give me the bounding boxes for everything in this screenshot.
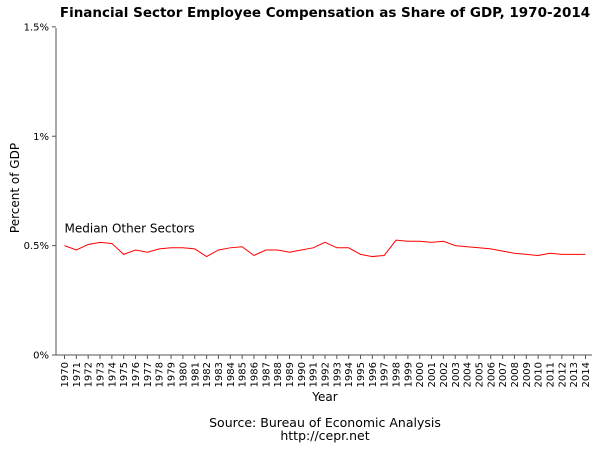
x-tick-label: 1985	[238, 362, 249, 387]
x-tick-label: 1999	[403, 362, 414, 387]
x-tick-label: 1995	[356, 362, 367, 387]
x-tick-label: 1970	[60, 362, 71, 387]
series-line	[64, 239, 586, 258]
x-tick-label: 1984	[226, 362, 237, 387]
x-tick-label: 2013	[569, 362, 580, 387]
x-tick-label: 1971	[72, 362, 83, 387]
y-tick-label: 0%	[33, 351, 49, 362]
x-tick-label: 1988	[273, 362, 284, 387]
x-tick-label: 1987	[261, 362, 272, 387]
source-url: http://cepr.net	[280, 428, 369, 443]
x-tick-label: 2002	[439, 362, 450, 387]
x-tick-label: 1974	[107, 362, 118, 387]
y-tick-label: 0.5%	[24, 241, 49, 252]
x-axis-label: Year	[311, 390, 337, 404]
x-tick-label: 1992	[321, 362, 332, 387]
x-tick-label: 2004	[463, 362, 474, 387]
x-tick-label: 2008	[510, 362, 521, 387]
annotation-label: Median Other Sectors	[65, 222, 195, 236]
x-tick-label: 2000	[415, 362, 426, 387]
x-tick-label: 1994	[344, 362, 355, 387]
chart-title: Financial Sector Employee Compensation a…	[60, 5, 590, 21]
x-tick-label: 1976	[131, 362, 142, 387]
x-tick-label: 1991	[309, 362, 320, 387]
x-tick-label: 2009	[522, 362, 533, 387]
x-tick-label: 1981	[190, 362, 201, 387]
y-axis-label: Percent of GDP	[8, 143, 22, 233]
x-tick-label: 1978	[155, 362, 166, 387]
x-tick-label: 2010	[534, 362, 545, 387]
x-tick-label: 2003	[451, 362, 462, 387]
x-tick-label: 1998	[392, 362, 403, 387]
source-note: Source: Bureau of Economic Analysis	[209, 415, 441, 430]
x-tick-label: 1989	[285, 362, 296, 387]
x-tick-label: 1997	[380, 362, 391, 387]
x-tick-label: 1972	[84, 362, 95, 387]
x-tick-label: 1986	[249, 362, 260, 387]
x-tick-label: 2014	[581, 362, 592, 387]
x-tick-label: 2006	[486, 362, 497, 387]
x-tick-label: 1973	[96, 362, 107, 387]
x-tick-label: 1990	[297, 362, 308, 387]
y-tick-label: 1%	[33, 132, 49, 143]
plot-area: 0% 0.5% 1% 1.5% 1970 1971 1972 1973 1974 1975 1976…	[24, 22, 592, 387]
x-tick-label: 1983	[214, 362, 225, 387]
x-tick-label: 1980	[178, 362, 189, 387]
x-tick-label: 2007	[498, 362, 509, 387]
x-tick-label: 1982	[202, 362, 213, 387]
x-tick-label: 2005	[474, 362, 485, 387]
x-tick-label: 1975	[119, 362, 130, 387]
x-tick-label: 1977	[143, 362, 154, 387]
x-tick-label: 1979	[167, 362, 178, 387]
x-tick-label: 2012	[557, 362, 568, 387]
x-tick-label: 1996	[368, 362, 379, 387]
y-tick-label: 1.5%	[24, 22, 49, 33]
x-tick-label: 2011	[545, 362, 556, 387]
x-tick-label: 2001	[427, 362, 438, 387]
x-tick-label: 1993	[332, 362, 343, 387]
